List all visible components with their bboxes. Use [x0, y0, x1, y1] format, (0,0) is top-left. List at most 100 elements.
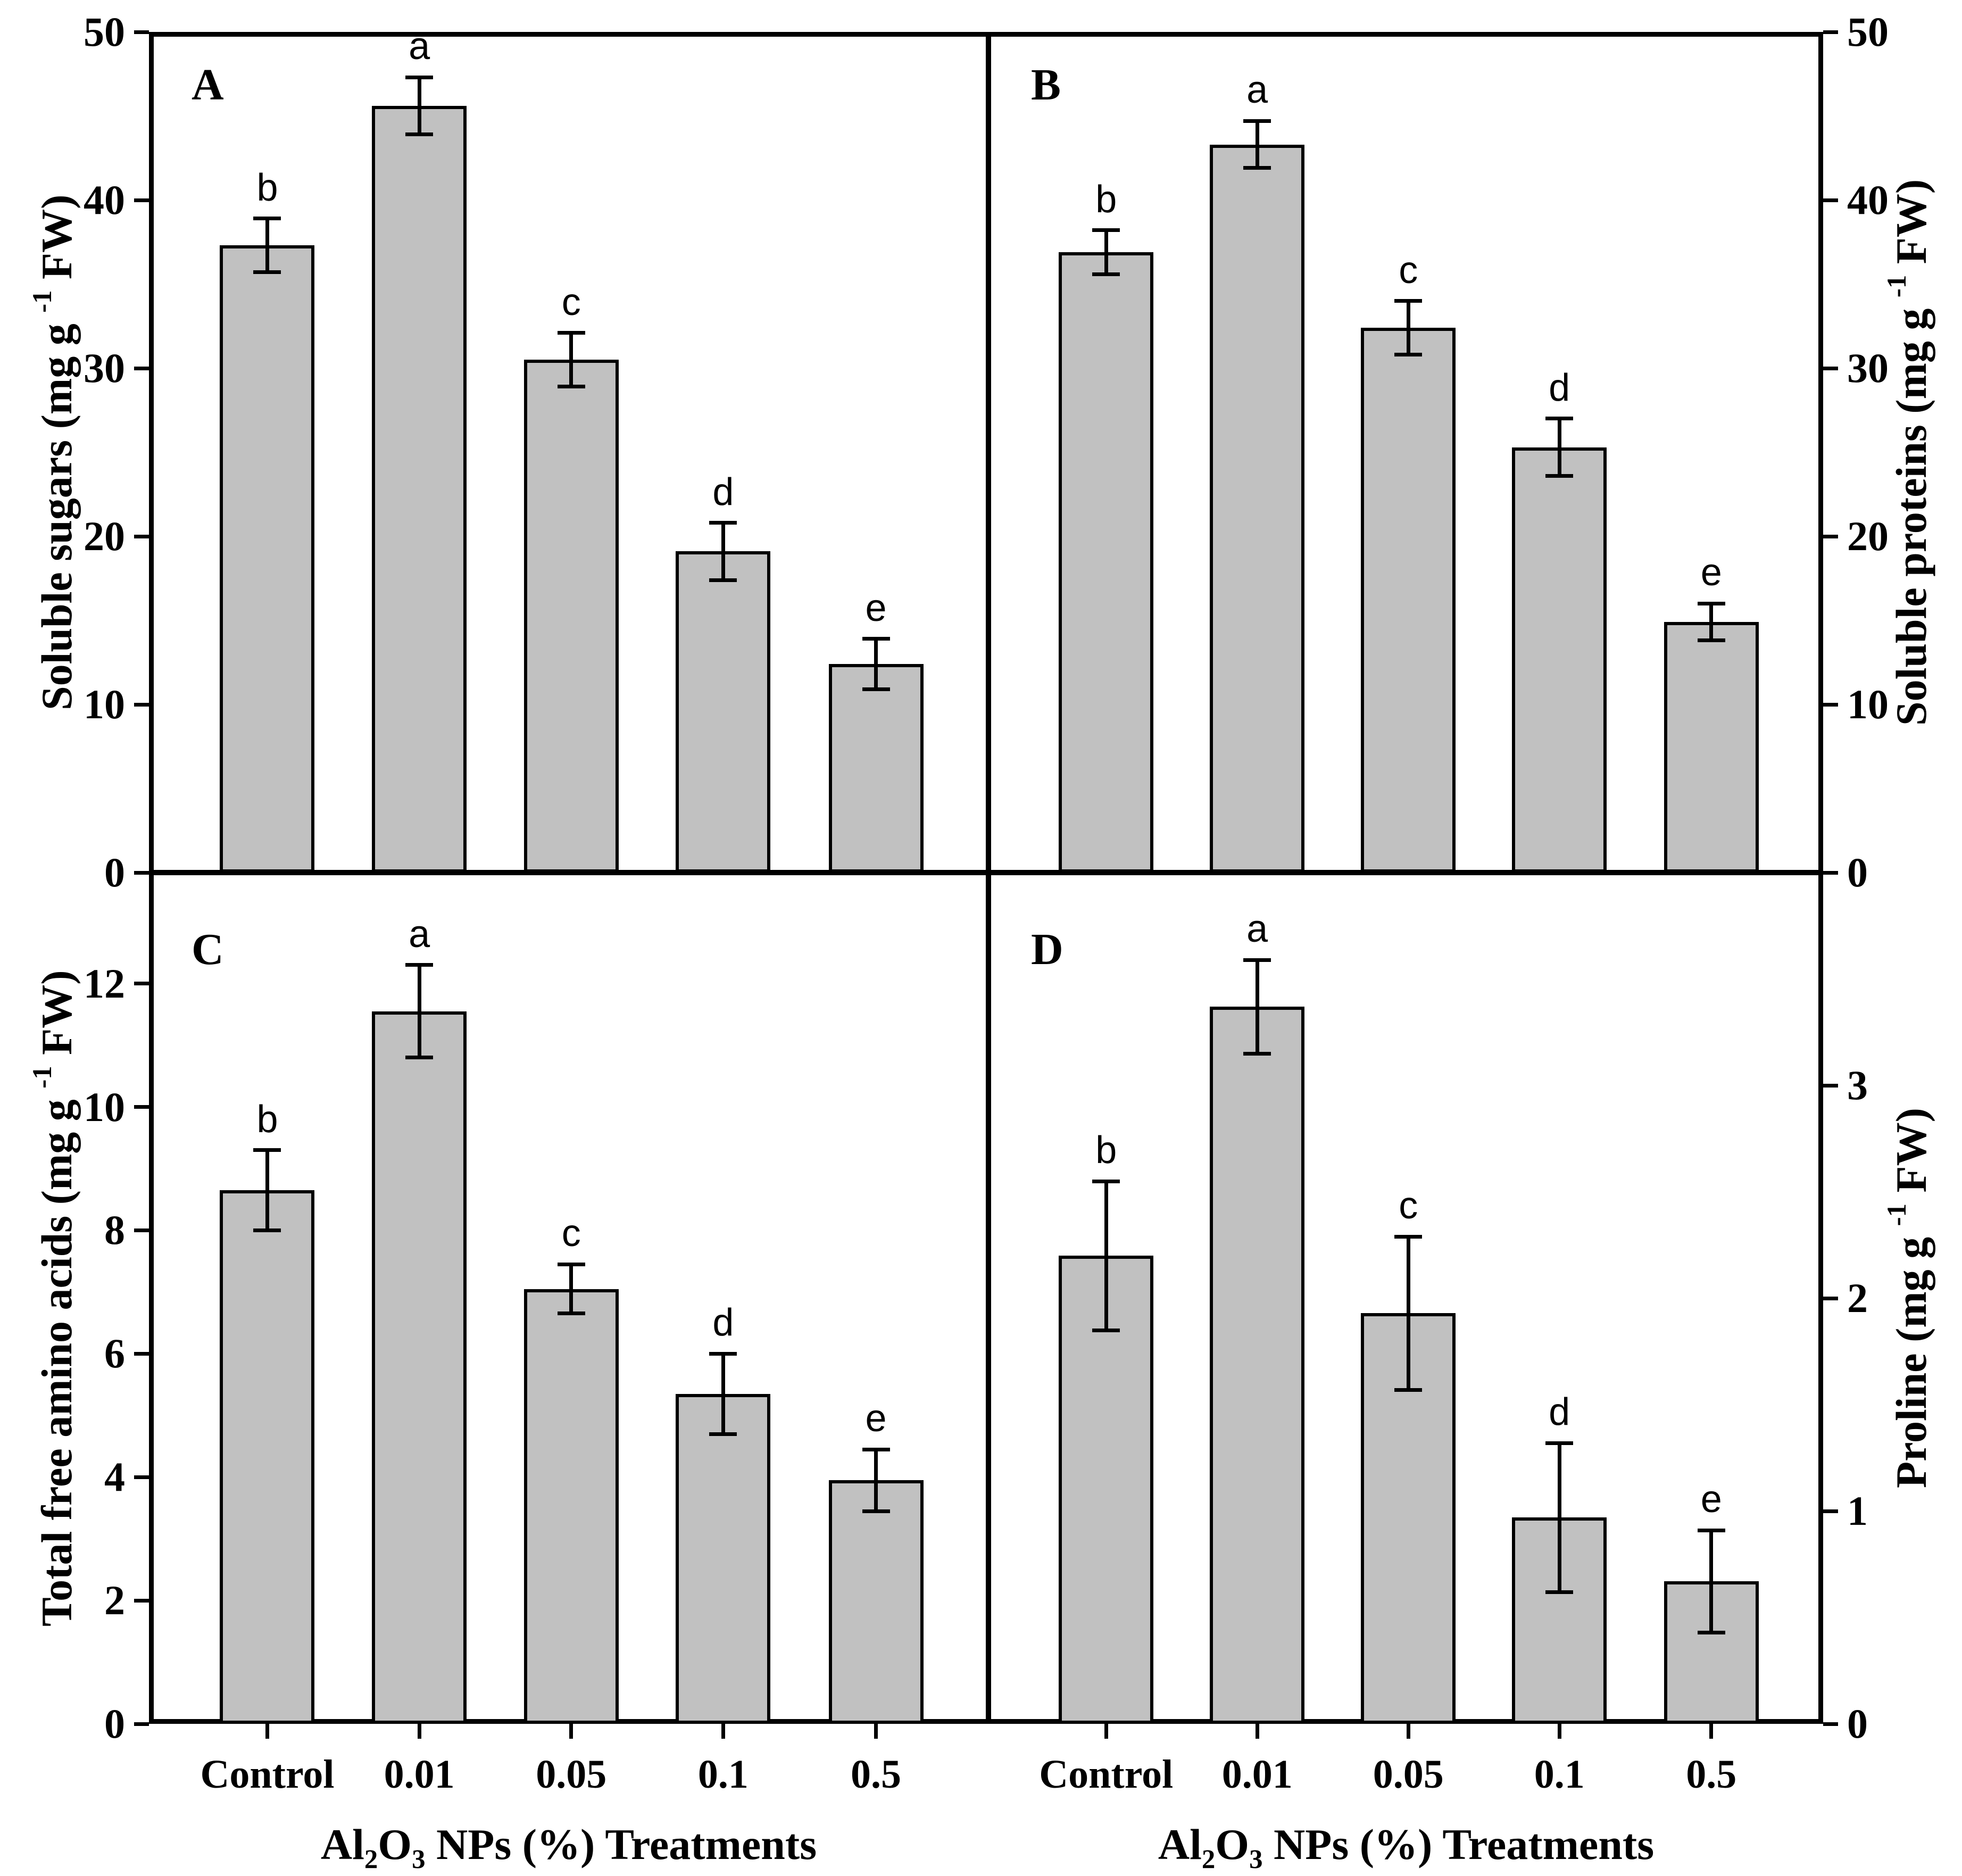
error-bar-line [1104, 230, 1108, 275]
error-bar-cap-bottom [253, 270, 281, 275]
subscript-three: 3 [1249, 1844, 1263, 1874]
bar-0.5 [1664, 1581, 1759, 1724]
y-axis-title-text: Soluble sugars (mg g [32, 312, 81, 710]
y-tick-label: 2 [104, 1577, 125, 1624]
error-bar-line [1104, 1181, 1108, 1330]
bar-control [1059, 252, 1154, 873]
superscript-minus-one: -1 [1881, 1203, 1911, 1226]
panel-b-soluble-proteins: B 0 10 20 30 40 50 b a c d e [988, 9, 1889, 895]
error-bar-cap-top [253, 217, 281, 221]
x-axis-title-text: NPs (%) Treatments [425, 1820, 817, 1869]
bar-0.01 [372, 1011, 467, 1724]
error-bar-cap-bottom [253, 1228, 281, 1232]
error-bar-cap-bottom [1243, 1051, 1271, 1056]
error-bar-cap-bottom [862, 1509, 890, 1513]
error-bar-cap-bottom [405, 132, 434, 137]
x-tick-label: 0.01 [384, 1752, 455, 1797]
x-axis-title-right: Al2O3 NPs (%) Treatments [1158, 1820, 1654, 1874]
error-bar-line [721, 1354, 725, 1434]
x-tick [265, 1724, 269, 1739]
bar-control [220, 245, 315, 873]
y-axis-title-text: Total free amino acids (mg g [32, 1088, 81, 1626]
x-axis-title-text: O [378, 1820, 412, 1869]
y-tick-label: 6 [104, 1330, 125, 1377]
y-tick [1823, 30, 1838, 34]
error-bar-cap-bottom [1092, 272, 1120, 276]
error-bar-cap-top [1092, 228, 1120, 233]
bar-0.01 [1210, 1007, 1305, 1724]
error-bar-line [874, 1449, 878, 1511]
error-bar-cap-top [862, 1447, 890, 1451]
y-tick [1823, 1296, 1838, 1300]
error-bar-cap-top [1243, 119, 1271, 123]
error-bar-cap-top [557, 1262, 585, 1266]
x-tick-label: 0.5 [851, 1752, 902, 1797]
significance-letter: e [865, 1397, 887, 1440]
y-tick-label: 0 [1847, 1700, 1868, 1747]
x-axis-title-text: NPs (%) Treatments [1262, 1820, 1655, 1869]
superscript-minus-one: -1 [1881, 275, 1911, 297]
y-axis-title-total-free-amino-acids: Total free amino acids (mg g -1 FW) [6, 873, 102, 1724]
bar-0.05 [523, 1289, 619, 1724]
bar-control [220, 1190, 315, 1724]
significance-letter: b [256, 166, 278, 209]
error-bar-line [417, 965, 421, 1058]
y-tick-label: 1 [1847, 1488, 1868, 1534]
error-bar-cap-top [862, 637, 890, 641]
bar-0.1 [1512, 447, 1607, 873]
significance-letter: c [561, 1212, 581, 1255]
bar-0.01 [1210, 144, 1305, 873]
x-tick-label: Control [200, 1752, 335, 1797]
error-bar-cap-top [1394, 299, 1423, 303]
y-tick-label: 30 [84, 345, 125, 391]
y-axis-title-proline: Proline (mg g -1 FW) [1861, 873, 1957, 1724]
y-tick-label: 20 [1847, 513, 1889, 559]
x-tick-label: 0.05 [1373, 1752, 1444, 1797]
x-tick [569, 1724, 573, 1739]
bar-control [1059, 1256, 1154, 1724]
significance-letter: d [712, 1301, 734, 1344]
bar-0.01 [372, 106, 467, 873]
y-tick-label: 50 [84, 9, 125, 55]
significance-letter: b [1095, 1129, 1117, 1172]
error-bar-line [1406, 1236, 1410, 1390]
panel-a-soluble-sugars: A 0 10 20 30 40 50 b a c d e [84, 9, 988, 895]
error-bar-cap-top [1697, 601, 1725, 605]
y-tick [134, 534, 149, 538]
y-tick [1823, 1509, 1838, 1513]
y-tick [134, 702, 149, 707]
panel-d-proline: D 0 1 2 3 b a c d e [988, 873, 1868, 1747]
y-tick-label: 50 [1847, 9, 1889, 55]
x-tick [1557, 1724, 1561, 1739]
y-tick-label: 2 [1847, 1275, 1868, 1321]
panel-c-total-free-amino-acids: C 0 2 4 6 8 10 12 b a c d e [84, 873, 988, 1747]
y-tick-label: 0 [104, 849, 125, 895]
error-bar-cap-bottom [1697, 638, 1725, 643]
error-bar-line [721, 522, 725, 580]
superscript-minus-one: -1 [27, 1066, 57, 1089]
error-bar-cap-bottom [709, 578, 737, 582]
error-bar-cap-bottom [557, 1311, 585, 1316]
bar-0.1 [676, 1393, 771, 1724]
subscript-three: 3 [412, 1844, 426, 1874]
y-tick-label: 4 [104, 1454, 125, 1500]
error-bar-cap-bottom [1545, 474, 1574, 478]
panel-letter-c: C [192, 925, 224, 974]
significance-letter: d [1549, 1391, 1570, 1433]
error-bar-cap-top [557, 331, 585, 335]
y-tick [134, 366, 149, 370]
y-tick-label: 12 [84, 960, 125, 1007]
significance-letter: a [1246, 908, 1268, 950]
bar-0.1 [676, 551, 771, 873]
x-tick-label: 0.1 [1534, 1752, 1585, 1797]
y-tick-label: 3 [1847, 1062, 1868, 1108]
significance-letter: c [1399, 1184, 1418, 1227]
x-tick [1406, 1724, 1410, 1739]
error-bar-cap-top [709, 521, 737, 525]
error-bar-cap-bottom [557, 385, 585, 389]
error-bar-line [569, 1264, 573, 1314]
error-bar-line [1255, 960, 1259, 1053]
error-bar-cap-bottom [709, 1432, 737, 1436]
error-bar-cap-bottom [1092, 1328, 1120, 1332]
error-bar-cap-top [1092, 1179, 1120, 1183]
